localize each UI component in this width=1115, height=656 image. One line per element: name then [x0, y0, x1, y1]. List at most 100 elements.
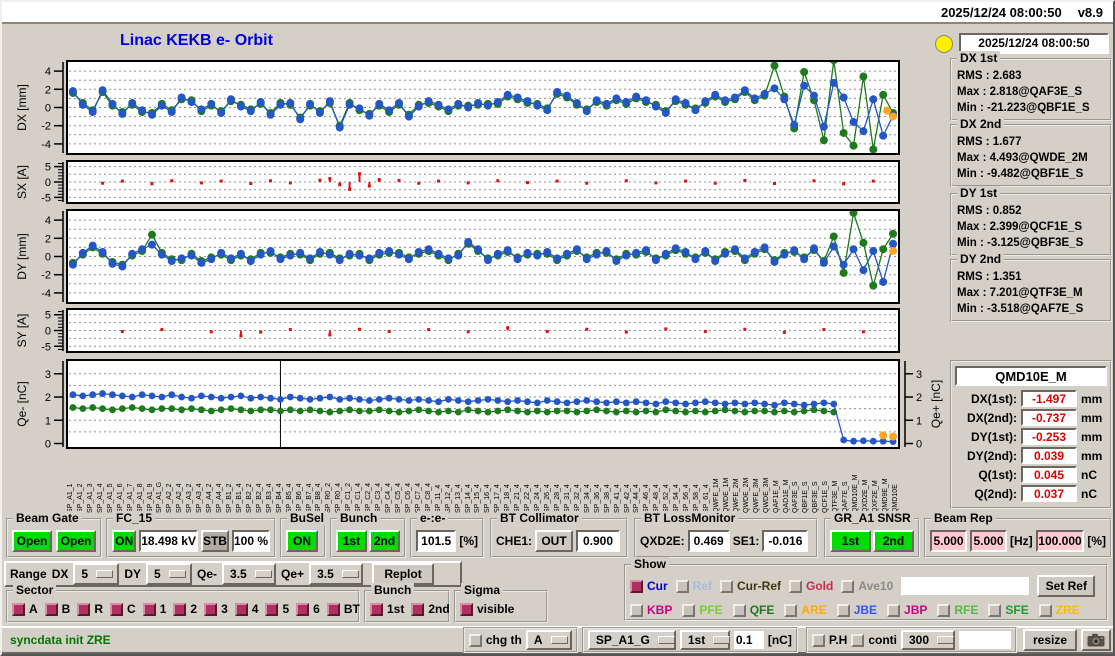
sector-checkbox-4[interactable] [234, 602, 248, 616]
beam-gate-open-1-button[interactable]: Open [12, 529, 52, 552]
stat-rms-value: RMS : 1.351 [957, 271, 1022, 283]
sector-item-b: B [44, 602, 70, 616]
sector-checkbox-6[interactable] [296, 602, 310, 616]
svg-text:SX [A]: SX [A] [15, 165, 29, 199]
replot-button[interactable]: Replot [372, 563, 435, 585]
bpm-tick-label: SP_A3_4 [196, 483, 204, 513]
sector-checkbox-3[interactable] [204, 602, 218, 616]
bpm-tick-label: SP_A1_2 [76, 483, 84, 513]
interval-dropdown[interactable]: 300 [901, 630, 955, 650]
show-title: Show [631, 557, 669, 571]
status-lamp-icon [935, 35, 953, 53]
show-checkbox-kbp[interactable] [630, 603, 643, 617]
sigma-checkbox-visible[interactable] [460, 602, 473, 616]
bpm-tick-label: SP_32_4 [573, 484, 581, 513]
svg-text:5: 5 [45, 310, 51, 322]
gr-a1-2nd-button[interactable]: 2nd [873, 529, 914, 552]
svg-text:DY [mm]: DY [mm] [15, 233, 29, 279]
show-checkbox-ave10[interactable] [841, 579, 855, 593]
show-checkbox-jbe[interactable] [836, 603, 850, 617]
bunch-select-label: 2nd [428, 602, 450, 616]
svg-text:0: 0 [916, 439, 922, 449]
qxd2e-label: QXD2E: [640, 533, 685, 548]
monitor-row-value: 0.039 [1021, 447, 1077, 464]
bpm-tick-label: SP_A4_2 [206, 483, 214, 513]
chg-th-checkbox[interactable] [468, 633, 482, 647]
fc15-stb-button[interactable]: STB [200, 529, 229, 552]
monitor-panel: QMD10E_M DX(1st): -1.497 mm DX(2nd): -0.737 m… [950, 360, 1112, 509]
stat-min-value: Min : -3.518@QAF7E_S [957, 303, 1084, 315]
sector-checkbox-b[interactable] [44, 602, 58, 616]
sector-checkbox-5[interactable] [265, 602, 279, 616]
bpm-tick-label: QAF1E_M [772, 480, 780, 513]
show-checkbox-rfe[interactable] [937, 603, 951, 617]
svg-text:1: 1 [45, 415, 51, 427]
sector-label: BT [343, 602, 360, 616]
sector-checkbox-a[interactable] [12, 602, 25, 616]
bunch-group: Bunch 1st 2nd [330, 511, 406, 558]
beam-rep-value-3: 100.000 [1035, 529, 1085, 552]
charge-chart: 3 2 1 0 Qe- [nC] 3 2 1 0 Qe+ [nC] [2, 359, 950, 451]
svg-text:5: 5 [45, 162, 51, 174]
show-checkbox-pfe[interactable] [682, 603, 696, 617]
show-checkbox-jbp[interactable] [887, 603, 901, 617]
bunch-select-dropdown[interactable]: 1st [679, 630, 731, 650]
stat-group-dx-1st: DX 1st RMS : 2.683 Max : 2.818@QAF3E_S Min… [950, 51, 1112, 121]
conti-checkbox[interactable] [851, 633, 865, 647]
che1-out-button[interactable]: OUT [535, 529, 574, 552]
sp-select-dropdown[interactable]: SP_A1_G [587, 630, 676, 650]
bpm-tick-label: SP_B4_4 [275, 483, 283, 513]
bunch-1st-button[interactable]: 1st [336, 529, 367, 552]
show-checkbox-ref[interactable] [675, 579, 689, 593]
bpm-tick-label: SP_42_4 [623, 484, 631, 513]
threshold-input[interactable] [733, 631, 764, 649]
show-checkbox-zre[interactable] [1038, 603, 1052, 617]
show-checkbox-cur[interactable] [630, 579, 643, 593]
busel-on-button[interactable]: ON [286, 529, 318, 552]
beam-gate-open-2-button[interactable]: Open [56, 529, 96, 552]
fc15-on-button[interactable]: ON [112, 529, 137, 552]
page-title: Linac KEKB e- Orbit [120, 32, 273, 49]
sector-item-4: 4 [234, 602, 258, 616]
blank-input[interactable] [959, 631, 1011, 649]
sector-checkbox-r[interactable] [77, 602, 91, 616]
bpm-tick-label: SP_A1_1 [67, 483, 74, 513]
svg-text:2: 2 [45, 84, 51, 96]
gr-a1-1st-button[interactable]: 1st [830, 529, 871, 552]
ph-checkbox[interactable] [811, 633, 825, 647]
range-qem-dropdown[interactable]: 3.5 [222, 563, 277, 585]
sector-checkbox-c[interactable] [110, 602, 124, 616]
sector-checkbox-2[interactable] [173, 602, 187, 616]
show-checkbox-cur-ref[interactable] [720, 579, 734, 593]
bunch-select-checkbox-2nd[interactable] [411, 602, 425, 616]
resize-button[interactable]: resize [1023, 629, 1077, 651]
bunch-select-checkbox-1st[interactable] [370, 602, 383, 616]
stat-rms-value: RMS : 2.683 [957, 70, 1022, 82]
sector-checkbox-1[interactable] [142, 602, 156, 616]
range-qep-dropdown[interactable]: 3.5 [309, 563, 364, 585]
svg-text:2: 2 [45, 392, 51, 404]
show-checkbox-sfe[interactable] [988, 603, 1002, 617]
show-checkbox-are[interactable] [784, 603, 798, 617]
show-item-jbe: JBE [836, 603, 877, 617]
monitor-row-value: -1.497 [1021, 390, 1077, 407]
bpm-tick-label: SP_B6_4 [295, 483, 303, 513]
bpm-tick-label: QBF1E_S [802, 481, 810, 513]
bunch-2nd-button[interactable]: 2nd [369, 529, 400, 552]
ph-label: P.H [828, 633, 848, 647]
chg-th-dropdown[interactable]: A [525, 630, 572, 650]
bpm-tick-label: SP_16_4 [484, 484, 492, 513]
sector-title: Sector [13, 583, 57, 597]
range-dy-dropdown[interactable]: 5 [146, 563, 193, 585]
bpm-tick-label: SP_54_4 [673, 484, 681, 513]
show-checkbox-qfe[interactable] [732, 603, 746, 617]
ref-name-input[interactable] [901, 577, 1030, 595]
show-label: Cur-Ref [737, 579, 782, 593]
bpm-tick-label: SP_A1_7 [126, 483, 134, 513]
sector-checkbox-bt[interactable] [326, 602, 340, 616]
show-checkbox-gold[interactable] [789, 579, 803, 593]
screenshot-button[interactable] [1081, 629, 1111, 651]
set-ref-button[interactable]: Set Ref [1037, 575, 1096, 597]
monitor-row-unit: mm [1081, 448, 1103, 463]
range-dx-dropdown[interactable]: 5 [73, 563, 120, 585]
